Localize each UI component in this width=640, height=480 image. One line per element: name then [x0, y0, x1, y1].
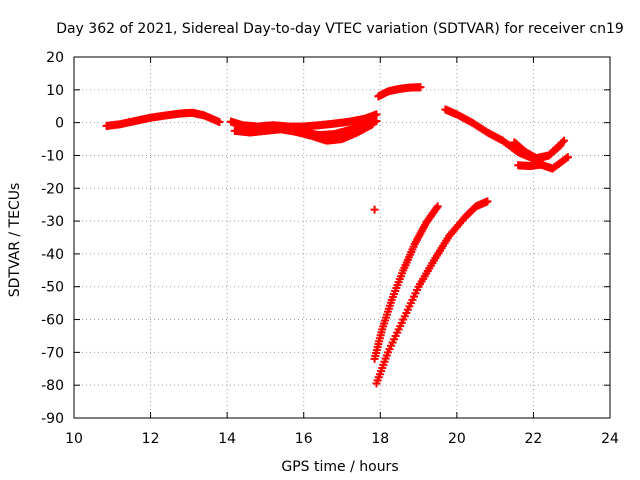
x-tick-label: 20 — [448, 431, 466, 447]
chart-title: Day 362 of 2021, Sidereal Day-to-day VTE… — [56, 21, 624, 37]
x-tick-label: 16 — [295, 431, 313, 447]
y-tick-label: -20 — [41, 181, 64, 197]
y-tick-label: -70 — [41, 345, 64, 361]
series-arc-5 — [374, 83, 425, 101]
data-point — [562, 154, 571, 163]
y-tick-label: -60 — [41, 313, 64, 329]
y-tick-label: -80 — [41, 378, 64, 394]
x-axis-label: GPS time / hours — [281, 459, 398, 475]
y-axis-label: SDTVAR / TECUs — [7, 183, 23, 298]
series-arc-1 — [102, 108, 224, 130]
data-point — [563, 153, 572, 162]
y-tick-label: -50 — [41, 280, 64, 296]
data-point — [433, 202, 442, 211]
data-point — [372, 116, 381, 125]
data-point — [432, 203, 441, 212]
x-tick-label: 12 — [142, 431, 160, 447]
series-arc-7 — [514, 153, 572, 173]
x-axis-ticks: 10 12 14 16 18 20 22 24 — [65, 57, 619, 447]
x-tick-label: 10 — [65, 431, 83, 447]
x-tick-label: 14 — [218, 431, 236, 447]
y-tick-label: -10 — [41, 148, 64, 164]
y-tick-label: 20 — [46, 50, 64, 66]
plot-frame — [73, 56, 611, 419]
data-point — [370, 205, 379, 214]
series-arc-9 — [370, 202, 442, 363]
series-outlier — [370, 205, 379, 214]
y-axis-ticks: -90 -80 -70 -60 -50 -40 -30 -20 -10 0 10 20 — [41, 50, 610, 427]
data-point — [483, 197, 492, 206]
x-tick-label: 22 — [525, 431, 543, 447]
data-points — [102, 83, 572, 388]
data-point — [560, 136, 569, 145]
y-tick-label: -40 — [41, 247, 64, 263]
x-tick-label: 24 — [601, 431, 619, 447]
series-arc-8 — [510, 138, 565, 163]
data-point — [416, 83, 425, 92]
series-arc-10 — [372, 197, 492, 388]
series-arc-4 — [261, 116, 381, 140]
y-tick-label: -90 — [41, 411, 64, 427]
y-tick-label: 0 — [55, 116, 64, 132]
y-tick-label: 10 — [46, 83, 64, 99]
data-point — [556, 141, 565, 150]
y-tick-label: -30 — [41, 214, 64, 230]
x-tick-label: 18 — [371, 431, 389, 447]
data-point — [215, 117, 224, 126]
grid-lines — [74, 57, 610, 418]
